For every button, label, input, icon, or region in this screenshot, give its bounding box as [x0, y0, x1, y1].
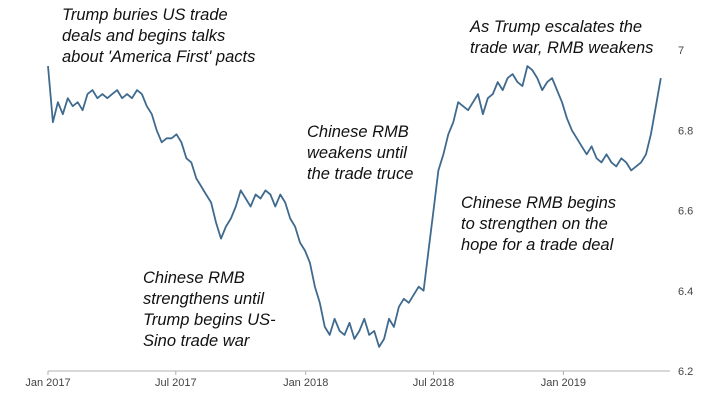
- annotation-1: Trump buries US trade deals and begins ta…: [62, 6, 255, 66]
- annotation-line: strengthens until: [143, 290, 265, 308]
- y-tick-label: 7: [678, 45, 684, 57]
- x-tick-label: Jul 2017: [155, 377, 197, 389]
- y-tick-label: 6.2: [678, 366, 693, 378]
- annotation-line: Chinese RMB: [143, 269, 245, 287]
- x-tick-label: Jan 2017: [25, 377, 70, 389]
- x-tick-label: Jul 2018: [413, 377, 455, 389]
- annotation-line: about 'America First' pacts: [62, 48, 255, 66]
- annotation-line: hope for a trade deal: [461, 236, 615, 254]
- annotation-line: deals and begins talks: [62, 27, 225, 45]
- y-tick-label: 6.8: [678, 125, 693, 137]
- annotation-line: As Trump escalates the: [469, 18, 642, 36]
- rmb-rate-line: [47, 65, 662, 348]
- annotation-line: Trump begins US-: [143, 311, 276, 329]
- y-tick-label: 6.4: [678, 286, 693, 298]
- x-tick-label: Jan 2018: [283, 377, 328, 389]
- annotation-line: the trade truce: [307, 165, 413, 183]
- x-axis-ticks: Jan 2017 Jul 2017 Jan 2018 Jul 2018 Jan 2019: [25, 371, 586, 389]
- annotation-line: Chinese RMB begins: [461, 194, 616, 212]
- annotation-line: Sino trade war: [143, 332, 251, 350]
- y-tick-label: 6.6: [678, 206, 693, 218]
- annotation-2: Chinese RMB strengthens until Trump begins…: [143, 269, 276, 350]
- annotation-line: trade war, RMB weakens: [470, 39, 653, 57]
- annotation-5: Chinese RMB begins to strengthen on the ho…: [461, 194, 616, 254]
- y-axis-ticks: 6.2 6.4 6.6 6.8 7: [678, 45, 693, 378]
- annotation-line: to strengthen on the: [461, 215, 608, 233]
- annotation-3: Chinese RMB weakens until the trade truce: [307, 123, 413, 183]
- annotation-line: Chinese RMB: [307, 123, 409, 141]
- annotation-4: As Trump escalates the trade war, RMB wea…: [469, 18, 653, 57]
- chart-annotations: Trump buries US trade deals and begins ta…: [62, 6, 653, 350]
- annotation-line: Trump buries US trade: [62, 6, 228, 24]
- annotation-line: weakens until: [307, 144, 408, 162]
- x-tick-label: Jan 2019: [541, 377, 586, 389]
